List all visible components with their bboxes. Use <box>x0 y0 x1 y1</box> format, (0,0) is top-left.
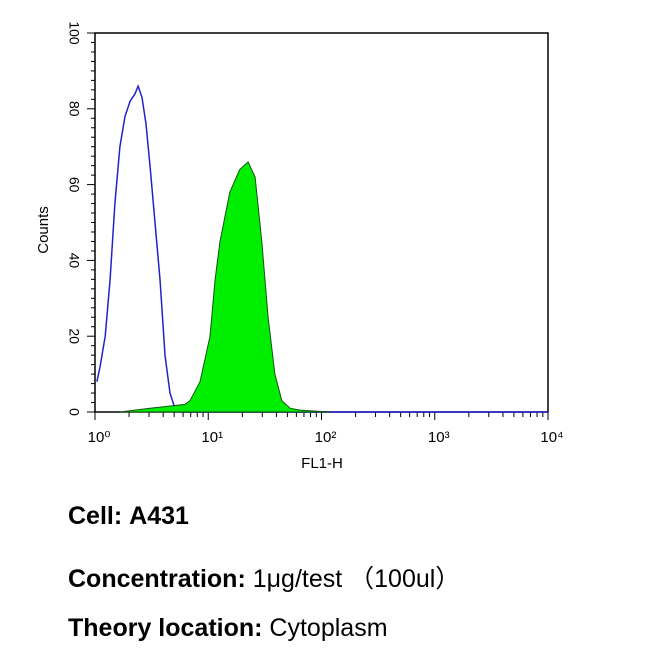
x-tick-label: 10⁴ <box>540 429 563 446</box>
chart: FL1-H Counts 0 20 40 60 80 100 10⁰ 10¹ 10² 10³ 10⁴ <box>35 21 564 472</box>
x-axis-label: FL1-H <box>301 455 343 472</box>
x-tick-label: 10¹ <box>201 429 223 446</box>
plot-frame <box>94 32 549 413</box>
y-tick-label: 100 <box>66 21 82 45</box>
detail-value: 1μg/test （100ul） <box>252 565 461 593</box>
detail-label: Cell: <box>68 502 123 530</box>
x-tick-label: 10⁰ <box>88 429 111 446</box>
detail-row: Concentration: 1μg/test （100ul） <box>68 559 460 595</box>
detail-label: Concentration: <box>68 565 246 593</box>
detail-value: Cytoplasm <box>269 614 388 642</box>
detail-row: Cell: A431 <box>68 502 189 531</box>
x-tick-label: 10² <box>315 429 337 446</box>
y-tick-label: 60 <box>66 177 82 193</box>
y-tick-label: 40 <box>66 253 82 269</box>
outline-histogram <box>96 83 548 413</box>
detail-row: Theory location: Cytoplasm <box>68 614 388 643</box>
detail-value: A431 <box>129 502 189 530</box>
y-tick-label: 20 <box>66 328 82 344</box>
detail-label: Theory location: <box>68 614 263 642</box>
y-axis-label: Counts <box>35 206 52 254</box>
y-tick-label: 80 <box>66 101 82 117</box>
filled-histogram <box>119 161 330 413</box>
x-tick-label: 10³ <box>428 429 450 446</box>
y-tick-label: 0 <box>66 408 82 416</box>
